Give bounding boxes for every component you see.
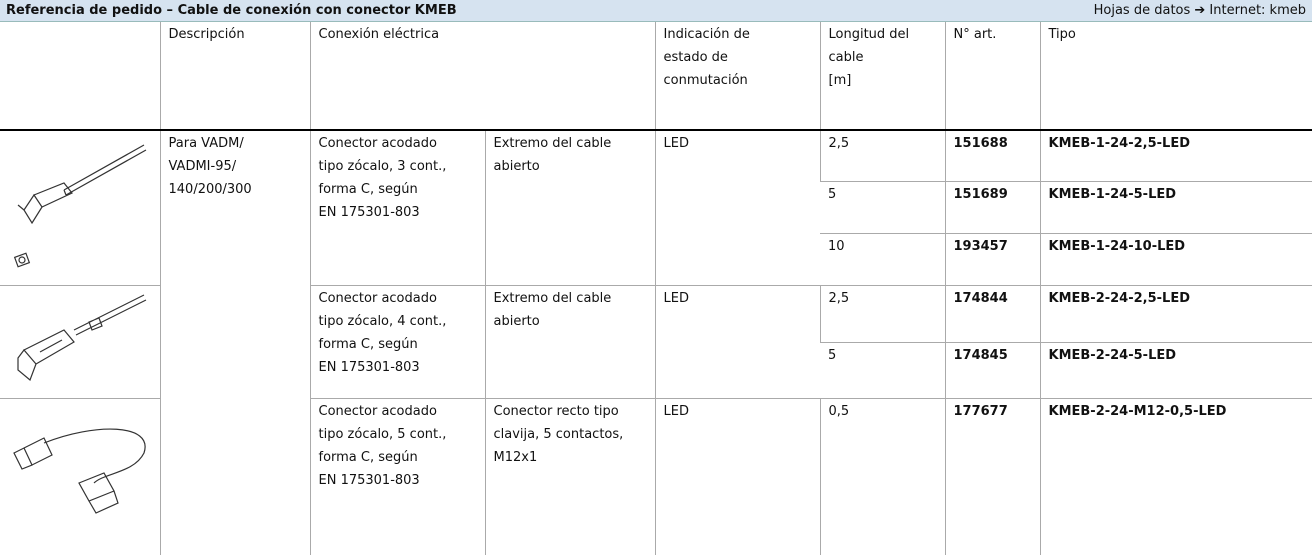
length-cell: 0,5 — [820, 399, 945, 555]
type-cell: KMEB-1-24-5-LED — [1040, 182, 1312, 234]
header-cell: Descripción — [160, 22, 310, 130]
type-cell: KMEB-2-24-2,5-LED — [1040, 286, 1312, 343]
type-cell: KMEB-2-24-M12-0,5-LED — [1040, 399, 1312, 555]
text-line: M12x1 — [494, 450, 538, 465]
article-cell: 177677 — [945, 399, 1040, 555]
text-line: forma C, según — [319, 182, 418, 197]
header-cell: N° art. — [945, 22, 1040, 130]
text-line: conmutación — [664, 73, 748, 88]
image-cell — [0, 399, 160, 555]
article-cell: 174844 — [945, 286, 1040, 343]
text-line: Descripción — [169, 27, 245, 42]
text-line: forma C, según — [319, 450, 418, 465]
text-line: tipo zócalo, 3 cont., — [319, 159, 447, 174]
indication-cell: LED — [655, 286, 820, 399]
text-line: Tipo — [1049, 27, 1076, 42]
text-line: abierto — [494, 159, 540, 174]
text-line: tipo zócalo, 4 cont., — [319, 314, 447, 329]
length-cell: 5 — [820, 182, 945, 234]
product-image — [4, 290, 154, 386]
header-bar: Referencia de pedido – Cable de conexión… — [0, 0, 1312, 22]
text-line: Para VADM/ — [169, 136, 244, 151]
article-cell: 151689 — [945, 182, 1040, 234]
text-line: Conexión eléctrica — [319, 27, 440, 42]
text-line: Conector acodado — [319, 136, 437, 151]
connector-cell: Conector acodado tipo zócalo, 3 cont., for… — [310, 130, 485, 286]
cable-end-cell: Conector recto tipo clavija, 5 contactos,… — [485, 399, 655, 555]
text-line: Extremo del cable — [494, 136, 612, 151]
length-cell: 10 — [820, 234, 945, 286]
page: Referencia de pedido – Cable de conexión… — [0, 0, 1312, 524]
type-cell: KMEB-2-24-5-LED — [1040, 342, 1312, 399]
header-cell — [0, 22, 160, 130]
text-line: EN 175301-803 — [319, 360, 420, 375]
article-cell: 193457 — [945, 234, 1040, 286]
indication-cell: LED — [655, 399, 820, 555]
text-line: estado de — [664, 50, 728, 65]
text-line: EN 175301-803 — [319, 473, 420, 488]
title: Referencia de pedido – Cable de conexión… — [6, 3, 457, 18]
text-line: [m] — [829, 73, 852, 88]
header-cell: Conexión eléctrica — [310, 22, 655, 130]
connector-cell: Conector acodado tipo zócalo, 4 cont., for… — [310, 286, 485, 399]
product-image — [4, 403, 154, 543]
text-line: N° art. — [954, 27, 997, 42]
header-row: Descripción Conexión eléctrica Indicación … — [0, 22, 1312, 130]
text-line: Conector acodado — [319, 291, 437, 306]
cable-end-cell: Extremo del cable abierto — [485, 286, 655, 399]
text-line: Longitud del — [829, 27, 910, 42]
text-line: clavija, 5 contactos, — [494, 427, 624, 442]
order-table: Descripción Conexión eléctrica Indicación … — [0, 22, 1312, 555]
text-line: tipo zócalo, 5 cont., — [319, 427, 447, 442]
text-line: forma C, según — [319, 337, 418, 352]
description-cell: Para VADM/VADMI-95/140/200/300 — [160, 130, 310, 555]
header-cell: Indicación de estado de conmutación — [655, 22, 820, 130]
type-cell: KMEB-1-24-2,5-LED — [1040, 130, 1312, 182]
text-line: Extremo del cable — [494, 291, 612, 306]
length-cell: 2,5 — [820, 286, 945, 343]
text-line: EN 175301-803 — [319, 205, 420, 220]
article-cell: 151688 — [945, 130, 1040, 182]
cable-end-cell: Extremo del cable abierto — [485, 130, 655, 286]
indication-cell: LED — [655, 130, 820, 286]
text-line: Conector acodado — [319, 404, 437, 419]
header-cell: Tipo — [1040, 22, 1312, 130]
datasheet-link: Hojas de datos ➔ Internet: kmeb — [1094, 3, 1306, 18]
text-line: 140/200/300 — [169, 182, 252, 197]
image-cell — [0, 130, 160, 286]
text-line: cable — [829, 50, 864, 65]
article-cell: 174845 — [945, 342, 1040, 399]
connector-cell: Conector acodado tipo zócalo, 5 cont., for… — [310, 399, 485, 555]
header-cell: Longitud del cable [m] — [820, 22, 945, 130]
type-cell: KMEB-1-24-10-LED — [1040, 234, 1312, 286]
length-cell: 5 — [820, 342, 945, 399]
text-line: abierto — [494, 314, 540, 329]
product-image — [4, 135, 154, 273]
text-line: VADMI-95/ — [169, 159, 237, 174]
length-cell: 2,5 — [820, 130, 945, 182]
text-line: Conector recto tipo — [494, 404, 619, 419]
text-line: Indicación de — [664, 27, 750, 42]
image-cell — [0, 286, 160, 399]
